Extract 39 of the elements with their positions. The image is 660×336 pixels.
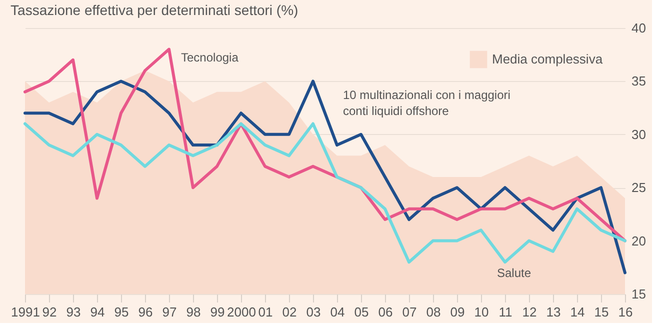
x-tick-label: 07 bbox=[402, 304, 417, 320]
x-tick-label: 99 bbox=[210, 304, 225, 320]
x-tick-label: 12 bbox=[522, 304, 537, 320]
y-tick-label: 30 bbox=[632, 126, 646, 142]
line-series bbox=[24, 48, 626, 242]
x-tick-label: 06 bbox=[378, 304, 393, 320]
x-tick-label: 96 bbox=[138, 304, 153, 320]
x-tick-label: 15 bbox=[594, 304, 609, 320]
x-tick-label: 93 bbox=[66, 304, 81, 320]
x-tick-label: 13 bbox=[546, 304, 561, 320]
y-tick-label: 15 bbox=[632, 286, 646, 302]
x-tick-label: 01 bbox=[258, 304, 273, 320]
x-tick-label: 03 bbox=[306, 304, 321, 320]
x-tick-label: 1991 bbox=[11, 304, 40, 320]
x-tick-label: 05 bbox=[354, 304, 369, 320]
series-label: Tecnologia bbox=[181, 50, 239, 64]
y-tick-label: 20 bbox=[632, 233, 646, 248]
line-series bbox=[24, 122, 626, 264]
x-tick-label: 04 bbox=[330, 304, 345, 320]
series-label: 10 multinazionali con i maggiori conti liquidi offshore bbox=[343, 88, 510, 118]
x-tick-label: 11 bbox=[498, 304, 512, 320]
x-tick-label: 08 bbox=[426, 304, 441, 320]
legend-label: Media complessiva bbox=[492, 52, 604, 66]
x-tick-label: 97 bbox=[162, 304, 177, 320]
x-tick-label: 09 bbox=[450, 304, 465, 320]
x-tick-label: 10 bbox=[474, 304, 489, 320]
x-tick-label: 2000 bbox=[227, 304, 256, 320]
x-tick-label: 16 bbox=[618, 304, 633, 320]
y-tick-label: 35 bbox=[632, 74, 646, 89]
series-label: Salute bbox=[497, 266, 532, 280]
y-tick-label: 40 bbox=[632, 20, 646, 36]
x-tick-label: 14 bbox=[570, 304, 585, 320]
x-tick-label: 98 bbox=[186, 304, 201, 320]
chart-title: Tassazione effettiva per determinati settori (%) bbox=[10, 2, 298, 18]
x-tick-label: 94 bbox=[90, 304, 105, 320]
x-tick-label: 92 bbox=[42, 304, 57, 320]
y-tick-label: 25 bbox=[632, 180, 646, 196]
x-tick-label: 02 bbox=[282, 304, 297, 320]
x-tick-label: 95 bbox=[114, 304, 129, 320]
